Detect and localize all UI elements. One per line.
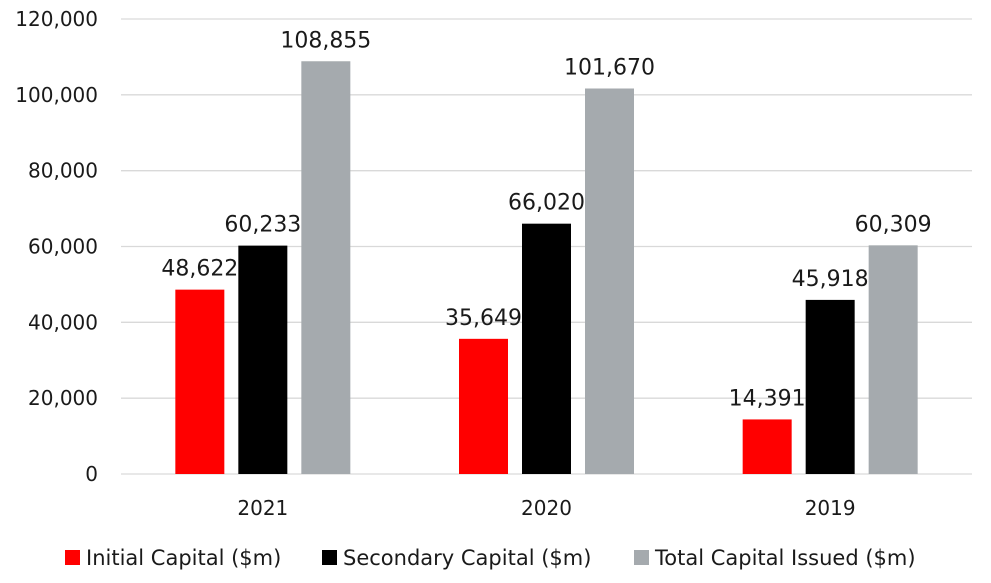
bar-2020-series-0 [459,338,508,474]
y-tick-label: 60,000 [28,235,98,259]
data-labels: 48,622 60,233 108,855 35,649 66,020 101,670 14… [161,28,931,411]
y-tick-label: 40,000 [28,310,98,334]
bar-2019-series-2 [868,245,918,474]
legend-label: Total Capital Issued ($m) [654,546,916,570]
legend: Initial Capital ($m) Secondary Capital ($… [65,546,916,570]
data-label: 108,855 [280,28,371,53]
legend-swatch [65,550,80,565]
data-label: 14,391 [729,386,806,411]
data-label: 60,233 [224,213,301,238]
legend-label: Initial Capital ($m) [86,546,281,570]
bar-2021-series-0 [175,289,225,474]
bar-2021-series-2 [301,61,351,475]
y-axis-tick-labels: 0 20,000 40,000 60,000 80,000 100,000 120,000 [15,7,98,486]
x-axis-tick-labels: 2021 2020 2019 [237,496,855,520]
bar-2019-series-0 [742,419,792,474]
bars [175,61,918,475]
data-label: 45,918 [792,267,869,292]
x-tick-label: 2019 [805,496,856,520]
legend-swatch [634,550,649,565]
x-tick-label: 2021 [237,496,288,520]
legend-swatch [322,550,337,565]
y-tick-label: 100,000 [15,83,98,107]
x-tick-label: 2020 [521,496,572,520]
y-tick-label: 0 [85,462,98,486]
bar-2020-series-1 [522,223,571,474]
y-tick-label: 120,000 [15,7,98,31]
data-label: 48,622 [161,257,238,282]
y-tick-label: 80,000 [28,159,98,183]
bar-2021-series-1 [238,245,288,474]
bar-2019-series-1 [805,299,855,474]
y-tick-label: 20,000 [28,386,98,410]
legend-label: Secondary Capital ($m) [343,546,591,570]
data-label: 35,649 [445,306,522,331]
bar-2020-series-2 [585,88,634,474]
data-label: 60,309 [855,212,932,237]
data-label: 101,670 [564,56,655,81]
data-label: 66,020 [508,191,585,216]
